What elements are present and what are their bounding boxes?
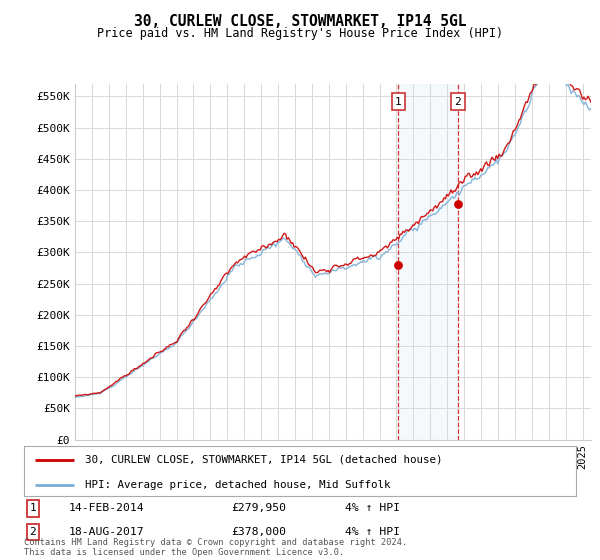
Text: 30, CURLEW CLOSE, STOWMARKET, IP14 5GL: 30, CURLEW CLOSE, STOWMARKET, IP14 5GL (134, 14, 466, 29)
Text: 2: 2 (29, 527, 37, 537)
Text: 30, CURLEW CLOSE, STOWMARKET, IP14 5GL (detached house): 30, CURLEW CLOSE, STOWMARKET, IP14 5GL (… (85, 455, 442, 465)
Text: 1: 1 (29, 503, 37, 514)
Text: 2: 2 (454, 97, 461, 107)
Text: 18-AUG-2017: 18-AUG-2017 (69, 527, 145, 537)
Text: HPI: Average price, detached house, Mid Suffolk: HPI: Average price, detached house, Mid … (85, 480, 390, 490)
Text: 14-FEB-2014: 14-FEB-2014 (69, 503, 145, 514)
Text: 4% ↑ HPI: 4% ↑ HPI (345, 503, 400, 514)
Point (394, 260, 403, 269)
Text: £378,000: £378,000 (231, 527, 286, 537)
Text: Contains HM Land Registry data © Crown copyright and database right 2024.
This d: Contains HM Land Registry data © Crown c… (24, 538, 407, 557)
Point (453, 199, 463, 208)
Text: 1: 1 (395, 97, 402, 107)
Text: Price paid vs. HM Land Registry's House Price Index (HPI): Price paid vs. HM Land Registry's House … (97, 27, 503, 40)
Text: 4% ↑ HPI: 4% ↑ HPI (345, 527, 400, 537)
Text: £279,950: £279,950 (231, 503, 286, 514)
